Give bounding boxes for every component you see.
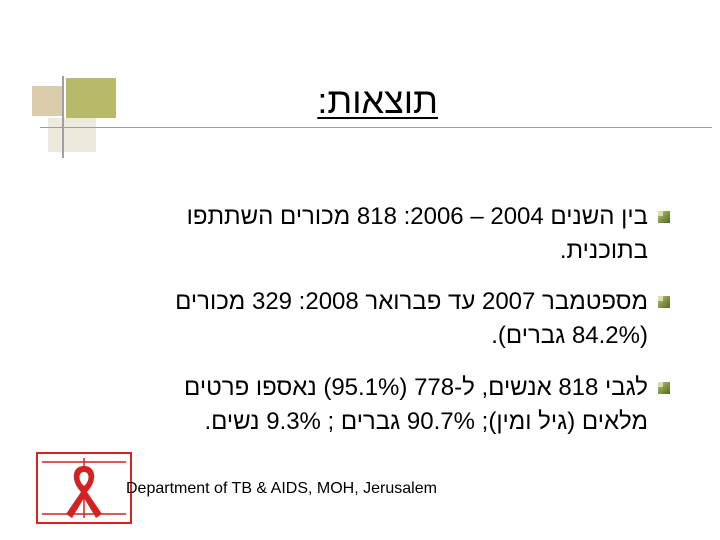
aids-ribbon-logo — [36, 452, 132, 524]
decor-square-light — [48, 118, 96, 152]
bullet-item-3-line-2: מלאים (גיל ומין); 90.7% גברים ; 9.3% נשי… — [204, 408, 648, 435]
square-bullet-icon — [658, 382, 670, 394]
title-underline-rule — [40, 127, 712, 128]
decor-square-tan — [32, 86, 64, 116]
bullet-item-2-line-1: מספטמבר 2007 עד פברואר 2008: 329 מכורים — [175, 288, 648, 315]
square-bullet-icon — [658, 211, 670, 223]
bullet-item-3-line-1: לגבי 818 אנשים, ל-778 (95.1%) נאספו פרטי… — [184, 374, 648, 401]
red-ribbon-icon — [42, 458, 126, 518]
bullet-item-3: לגבי 818 אנשים, ל-778 (95.1%) נאספו פרטי… — [48, 371, 648, 439]
footer-department-text: Department of TB & AIDS, MOH, Jerusalem — [126, 480, 437, 497]
decor-vertical-line — [62, 76, 64, 158]
bullet-item-1-line-2: בתוכנית. — [559, 237, 648, 264]
bullet-item-2: מספטמבר 2007 עד פברואר 2008: 329 מכורים … — [48, 285, 648, 353]
bullet-item-1: בין השנים 2004 – 2006: 818 מכורים השתתפו… — [48, 200, 648, 268]
bullet-item-2-line-2: (84.2% גברים). — [491, 322, 648, 349]
decor-square-olive — [66, 78, 116, 118]
slide-title: תוצאות: — [317, 80, 438, 121]
square-bullet-icon — [658, 296, 670, 308]
bullet-item-1-line-1: בין השנים 2004 – 2006: 818 מכורים השתתפו — [186, 203, 648, 230]
